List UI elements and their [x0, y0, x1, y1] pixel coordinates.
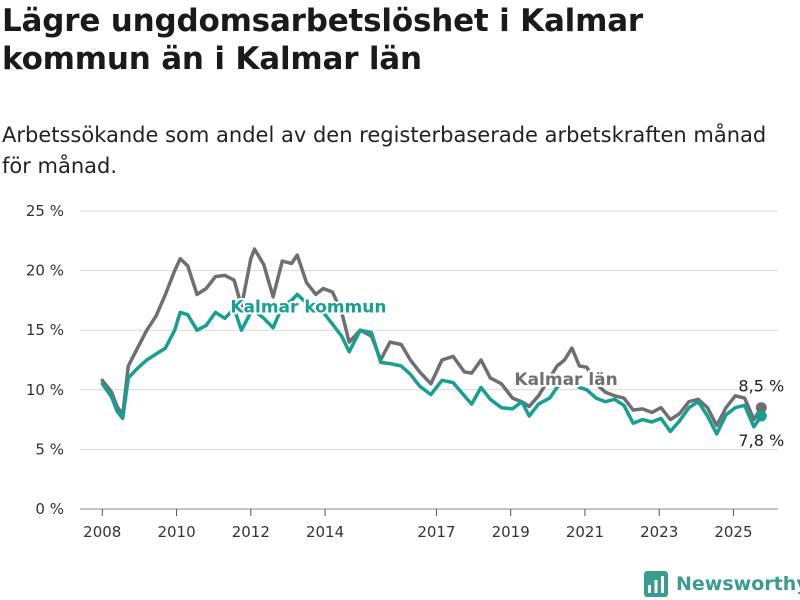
- kalmar-kommun-series-label: Kalmar kommun: [230, 297, 386, 317]
- kalmar-lan-line: [100, 247, 764, 428]
- kalmar-kommun-endpoint: [755, 410, 767, 422]
- y-tick-label: 15 %: [26, 321, 64, 339]
- y-tick-label: 25 %: [26, 202, 64, 220]
- kalmar-kommun-end-label: 7,8 %: [738, 431, 784, 450]
- x-tick-label: 2014: [306, 523, 344, 541]
- x-tick-label: 2025: [714, 523, 752, 541]
- y-tick-label: 0 %: [35, 500, 64, 518]
- x-tick-label: 2021: [566, 523, 604, 541]
- kalmar-lan-endpoint: [755, 402, 767, 414]
- y-tick-label: 20 %: [26, 262, 64, 280]
- y-tick-label: 5 %: [35, 440, 64, 458]
- x-tick-label: 2023: [640, 523, 678, 541]
- x-tick-label: 2008: [83, 523, 121, 541]
- kalmar-kommun-line: [100, 292, 764, 436]
- newsworthy-chart-icon: [644, 571, 668, 597]
- x-tick-label: 2019: [492, 523, 530, 541]
- brand-name: Newsworthy: [676, 573, 800, 595]
- y-tick-label: 10 %: [26, 381, 64, 399]
- x-tick-label: 2010: [157, 523, 195, 541]
- x-tick-label: 2012: [232, 523, 270, 541]
- chart-subtitle: Arbetssökande som andel av den registerb…: [2, 123, 767, 178]
- kalmar-lan-series-label: Kalmar län: [514, 370, 617, 390]
- chart-title: Lägre ungdomsarbetslöshet i Kalmar kommu…: [2, 3, 644, 77]
- x-tick-label: 2017: [417, 523, 455, 541]
- kalmar-lan-end-label: 8,5 %: [738, 377, 784, 396]
- newsworthy-logo: Newsworthy: [644, 569, 800, 599]
